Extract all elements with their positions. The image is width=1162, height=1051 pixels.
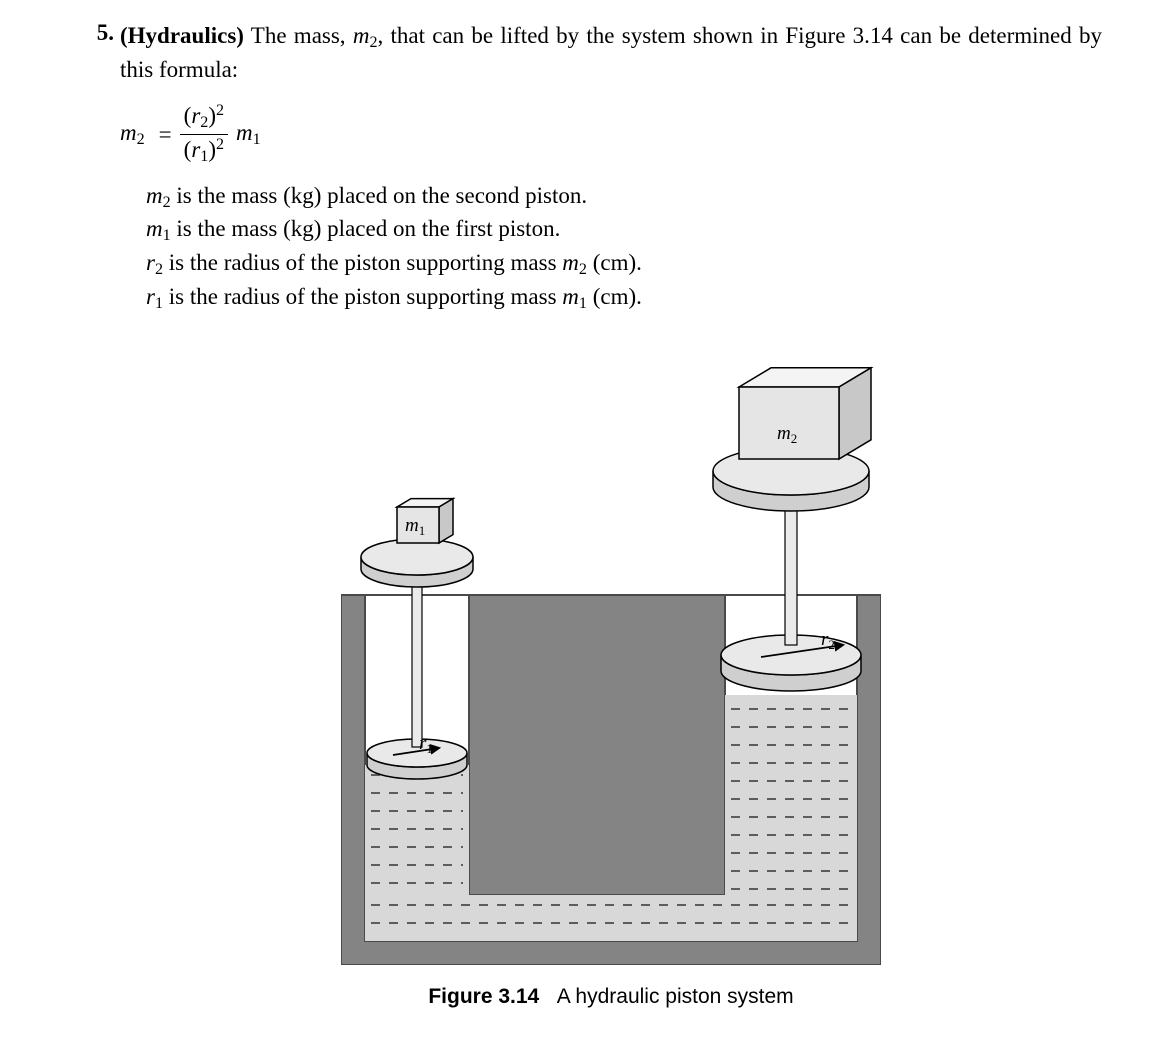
figure-caption: Figure 3.14 A hydraulic piston system [428,983,793,1011]
problem-statement: (Hydraulics) The mass, m2, that can be l… [120,20,1102,85]
topic-label: (Hydraulics) [120,23,244,48]
formula: m2 = (r2)2 (r1)2 m1 [120,103,1102,166]
formula-fraction: (r2)2 (r1)2 [180,103,228,166]
hydraulic-figure: m1m2r1r2 [341,365,881,965]
svg-text:r1: r1 [419,733,433,756]
svg-text:r2: r2 [821,629,835,652]
problem-number: 5. [80,20,120,46]
variable-definitions: m2 is the mass (kg) placed on the second… [146,180,1102,315]
